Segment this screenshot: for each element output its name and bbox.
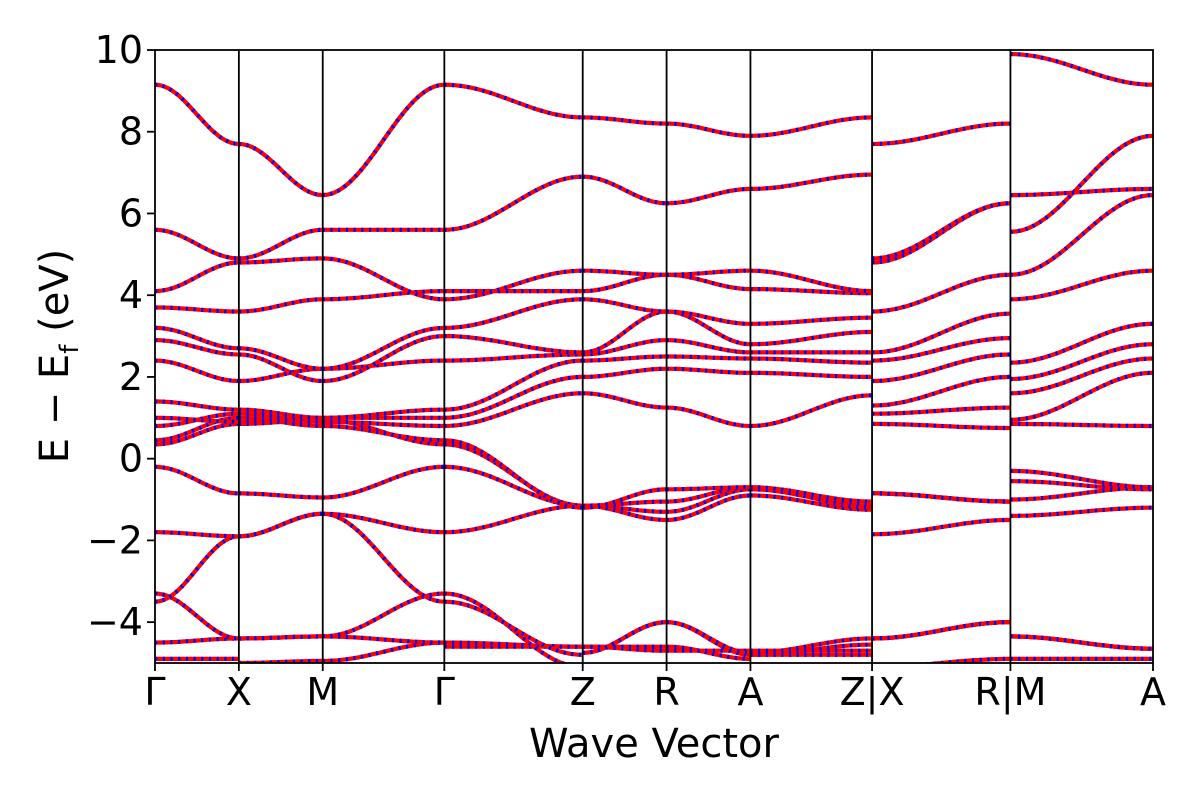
x-tick-label: Γ bbox=[434, 670, 455, 714]
y-tick-label: −2 bbox=[87, 518, 143, 562]
band-line-red-3 bbox=[155, 511, 1153, 657]
y-axis-ticks: −4 −2 0 2 4 6 8 10 bbox=[87, 28, 155, 644]
band-line-red-8 bbox=[155, 391, 1153, 431]
band-line-blue-13 bbox=[155, 268, 1153, 371]
x-tick-label: A bbox=[737, 670, 763, 714]
band-line-blue-2 bbox=[155, 591, 1153, 663]
band-line-blue-5 bbox=[155, 464, 1153, 514]
band-line-blue-8 bbox=[155, 391, 1153, 431]
band-line-red-9 bbox=[155, 366, 1153, 424]
x-axis-ticks: Γ X M Γ Z R A Z|X R|M A bbox=[144, 663, 1166, 715]
y-tick-label: 10 bbox=[95, 28, 143, 72]
y-tick-label: 6 bbox=[119, 191, 143, 235]
y-tick-label: −4 bbox=[87, 600, 143, 644]
band-line-blue-14 bbox=[155, 193, 1153, 314]
y-axis-title-main: E − E bbox=[32, 354, 78, 464]
band-line-blue-3 bbox=[155, 511, 1153, 657]
x-tick-label: R bbox=[653, 670, 679, 714]
band-line-blue-10 bbox=[155, 354, 1153, 420]
x-axis-title: Wave Vector bbox=[529, 721, 780, 767]
y-tick-label: 4 bbox=[119, 273, 143, 317]
y-tick-label: 2 bbox=[119, 355, 143, 399]
x-tick-label: Z bbox=[570, 670, 596, 714]
band-line-red-11 bbox=[155, 338, 1153, 384]
x-tick-label: A bbox=[1140, 670, 1166, 714]
x-tick-label: M bbox=[306, 670, 339, 714]
band-lines bbox=[155, 52, 1153, 663]
band-line-blue-4 bbox=[155, 493, 1153, 539]
band-line-blue-17 bbox=[155, 52, 1153, 198]
y-tick-label: 8 bbox=[119, 110, 143, 154]
band-line-red-6 bbox=[155, 417, 1153, 510]
y-axis-title: E − Ef (eV) bbox=[32, 249, 85, 464]
band-line-red-2 bbox=[155, 591, 1153, 663]
band-line-blue-6 bbox=[155, 417, 1153, 510]
band-line-blue-16 bbox=[155, 172, 1153, 261]
y-axis-title-unit: (eV) bbox=[32, 249, 78, 345]
band-line-red-7 bbox=[155, 415, 1153, 510]
y-tick-label: 0 bbox=[119, 437, 143, 481]
x-tick-label: R|M bbox=[974, 670, 1046, 715]
band-line-blue-11 bbox=[155, 338, 1153, 384]
x-tick-label: Γ bbox=[144, 670, 165, 714]
band-line-blue-0 bbox=[155, 640, 1153, 663]
y-axis-title-subscript: f bbox=[55, 344, 85, 354]
high-symmetry-lines bbox=[237, 50, 1012, 663]
band-line-red-14 bbox=[155, 193, 1153, 314]
x-tick-label: X bbox=[226, 670, 252, 714]
band-line-blue-12 bbox=[155, 309, 1153, 384]
plot-frame bbox=[154, 49, 1154, 664]
x-tick-label: Z|X bbox=[840, 670, 905, 715]
band-line-blue-7 bbox=[155, 415, 1153, 510]
band-line-blue-15 bbox=[155, 133, 1153, 302]
